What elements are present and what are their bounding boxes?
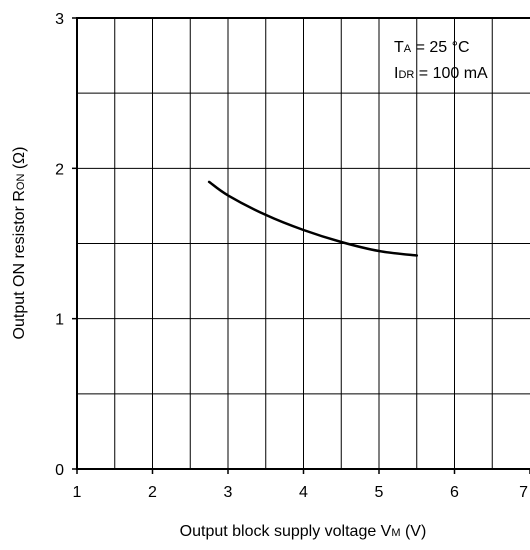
y-tick-label: 2 [55, 161, 64, 178]
annotation-ta: TA = 25 °C [394, 39, 470, 56]
y-tick-label: 0 [55, 462, 64, 479]
annotation-ta-sub: A [404, 43, 412, 55]
y-tick-label: 3 [55, 11, 64, 28]
series-line [207, 180, 419, 257]
x-tick-label: 2 [148, 484, 157, 501]
x-axis-label-main: Output block supply voltage V [180, 523, 392, 540]
annotation-ta-main: T [394, 39, 404, 56]
y-axis-label-main: Output ON resistor R [11, 190, 28, 339]
annotation-idr: IDR = 100 mA [394, 65, 488, 82]
condition-annotations: TA = 25 °C IDR = 100 mA [394, 39, 488, 82]
x-axis-label: Output block supply voltage VM (V) [180, 523, 427, 540]
x-tick-label: 4 [299, 484, 308, 501]
x-axis-label-sub: M [391, 527, 400, 539]
annotation-idr-sub: DR [398, 69, 414, 81]
x-tick-label: 7 [519, 484, 528, 501]
x-tick-label: 5 [375, 484, 384, 501]
x-tick-label: 6 [450, 484, 459, 501]
x-tick-label: 3 [224, 484, 233, 501]
annotation-ta-rest: = 25 °C [411, 39, 469, 56]
y-tick-label: 1 [55, 312, 64, 329]
y-tick-labels: 0 1 2 3 [55, 11, 77, 479]
y-axis-label-unit: (Ω) [11, 147, 28, 174]
grid [77, 18, 530, 469]
plot-frame [76, 17, 530, 470]
y-axis-label: Output ON resistor RON (Ω) [11, 147, 28, 340]
annotation-idr-main: I [394, 65, 398, 82]
x-tick-label: 1 [73, 484, 82, 501]
y-axis-label-sub: ON [15, 174, 27, 191]
x-axis-label-unit: (V) [401, 523, 427, 540]
annotation-idr-rest: = 100 mA [414, 65, 488, 82]
x-tick-labels: 1 2 3 4 5 6 7 [73, 469, 530, 501]
